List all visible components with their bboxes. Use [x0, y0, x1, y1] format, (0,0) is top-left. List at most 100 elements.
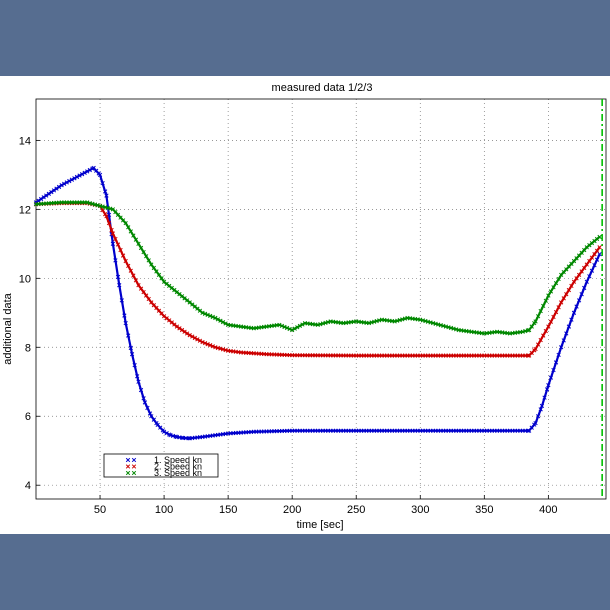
y-tick-label: 14	[19, 135, 31, 147]
data-point-marker	[56, 184, 62, 190]
data-point-marker	[533, 319, 538, 324]
data-point-marker	[174, 324, 180, 329]
data-point-marker	[147, 411, 153, 416]
data-point-marker	[59, 183, 64, 188]
data-point-marker	[559, 345, 564, 350]
data-point-marker	[138, 387, 144, 393]
x-tick-label: 400	[539, 504, 557, 516]
x-tick-label: 350	[475, 504, 493, 516]
data-point-marker	[49, 189, 54, 195]
data-point-marker	[597, 245, 602, 250]
data-point-marker	[564, 292, 569, 297]
data-point-marker	[142, 400, 148, 405]
data-point-marker	[87, 167, 92, 173]
data-point-marker	[546, 324, 551, 329]
data-point-marker	[182, 329, 187, 334]
data-point-marker	[126, 333, 131, 338]
data-point-marker	[295, 325, 300, 330]
data-point-marker	[85, 169, 90, 174]
data-point-marker	[538, 337, 543, 343]
data-point-marker	[136, 241, 141, 246]
data-point-marker	[104, 214, 109, 219]
data-point-marker	[156, 272, 162, 278]
data-point-marker	[51, 188, 57, 193]
x-tick-label: 50	[94, 504, 106, 516]
data-point-marker	[582, 285, 587, 291]
data-point-marker	[128, 345, 133, 351]
data-point-marker	[131, 273, 136, 278]
data-point-marker	[541, 303, 546, 309]
data-point-marker	[200, 310, 205, 315]
data-point-marker	[190, 334, 195, 339]
data-point-marker	[135, 374, 140, 379]
x-tick-label: 150	[219, 504, 237, 516]
data-point-marker	[594, 257, 600, 262]
data-point-marker	[290, 327, 295, 333]
data-point-marker	[113, 236, 118, 242]
data-point-marker	[297, 323, 303, 329]
data-point-marker	[115, 242, 121, 247]
data-point-marker	[592, 252, 597, 257]
data-point-marker	[192, 335, 197, 341]
data-point-marker	[106, 212, 112, 218]
data-point-marker	[103, 212, 108, 217]
data-point-marker	[525, 428, 531, 433]
data-point-marker	[535, 414, 541, 419]
data-point-marker	[548, 289, 554, 294]
legend-marker	[125, 457, 131, 463]
data-point-marker	[594, 248, 600, 253]
data-point-marker	[566, 287, 572, 293]
data-point-marker	[210, 344, 215, 349]
data-point-marker	[542, 395, 547, 400]
data-point-marker	[535, 342, 541, 347]
data-point-marker	[126, 263, 131, 269]
data-point-marker	[551, 314, 556, 320]
data-point-marker	[151, 417, 156, 422]
data-point-marker	[118, 247, 123, 253]
data-point-marker	[561, 296, 566, 301]
data-point-marker	[120, 253, 126, 258]
data-point-marker	[126, 225, 131, 230]
legend: 1. Speed kn2. Speed kn3. Speed kn	[103, 453, 219, 478]
data-point-marker	[569, 317, 574, 322]
data-point-marker	[587, 258, 592, 264]
plot-area: 50 100 150 200 250 300 350 400 4 6 8 10 12 14 1. Speed…	[19, 98, 607, 516]
data-point-marker	[123, 320, 128, 326]
series-line	[35, 201, 601, 335]
data-point-marker	[533, 420, 538, 426]
data-point-marker	[210, 314, 215, 320]
data-point-marker	[67, 178, 72, 184]
data-point-marker	[597, 234, 602, 240]
data-point-marker	[146, 296, 151, 302]
data-point-marker	[123, 220, 128, 226]
data-point-marker	[186, 436, 191, 441]
y-tick-label: 4	[25, 480, 31, 492]
x-tick-label: 250	[347, 504, 365, 516]
data-point-marker	[179, 327, 185, 333]
x-axis-label: time [sec]	[296, 519, 343, 531]
data-point-marker	[41, 195, 46, 200]
data-point-marker	[109, 227, 114, 233]
data-point-marker	[279, 323, 285, 329]
x-tick-label: 100	[155, 504, 173, 516]
axes-box	[35, 98, 607, 500]
data-point-marker	[79, 172, 85, 177]
data-point-marker	[179, 435, 185, 440]
data-point-marker	[208, 343, 213, 348]
data-point-marker	[579, 269, 584, 274]
data-point-marker	[104, 193, 109, 198]
data-point-marker	[77, 173, 82, 178]
data-point-marker	[287, 326, 292, 332]
data-point-marker	[551, 285, 556, 290]
legend-marker	[125, 464, 131, 469]
data-point-marker	[543, 298, 548, 303]
data-point-marker	[582, 265, 587, 271]
data-point-marker	[561, 338, 566, 343]
series-2	[33, 200, 602, 358]
data-point-marker	[277, 322, 282, 328]
y-tick-label: 12	[19, 204, 31, 216]
data-point-marker	[123, 258, 128, 264]
data-point-marker	[72, 176, 77, 181]
data-point-marker	[128, 229, 133, 234]
data-point-marker	[113, 258, 118, 263]
